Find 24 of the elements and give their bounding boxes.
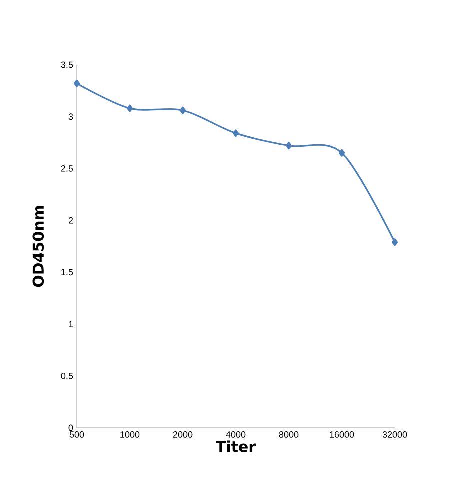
x-tick-label: 4000 [226, 432, 246, 438]
x-tick-label: 500 [70, 432, 84, 438]
point [286, 142, 292, 150]
x-tick-label: 1000 [120, 432, 140, 438]
y-tick-label: 3 [68, 114, 74, 120]
y-tick-label: 0 [68, 424, 74, 432]
y-tick-label: 3.5 [61, 62, 74, 68]
x-axis-title: Titer [216, 440, 256, 452]
point [338, 149, 346, 157]
point [126, 104, 134, 112]
point [232, 130, 240, 138]
y-tick-label: 2.5 [61, 166, 74, 172]
x-tick-label: 16000 [330, 432, 354, 438]
y-axis-title: OD450nm [32, 206, 44, 288]
y-tick-label: 1 [69, 321, 74, 328]
y-tick-label: 0.5 [61, 372, 74, 380]
x-tick-label: 8000 [279, 432, 299, 438]
x-tick-label: 2000 [173, 432, 193, 438]
x-tick-label: 32000 [382, 432, 408, 438]
point [392, 238, 398, 246]
point [180, 106, 186, 114]
y-tick-label: 2 [68, 217, 74, 224]
point [74, 80, 80, 88]
y-tick-label: 1.5 [62, 269, 74, 276]
